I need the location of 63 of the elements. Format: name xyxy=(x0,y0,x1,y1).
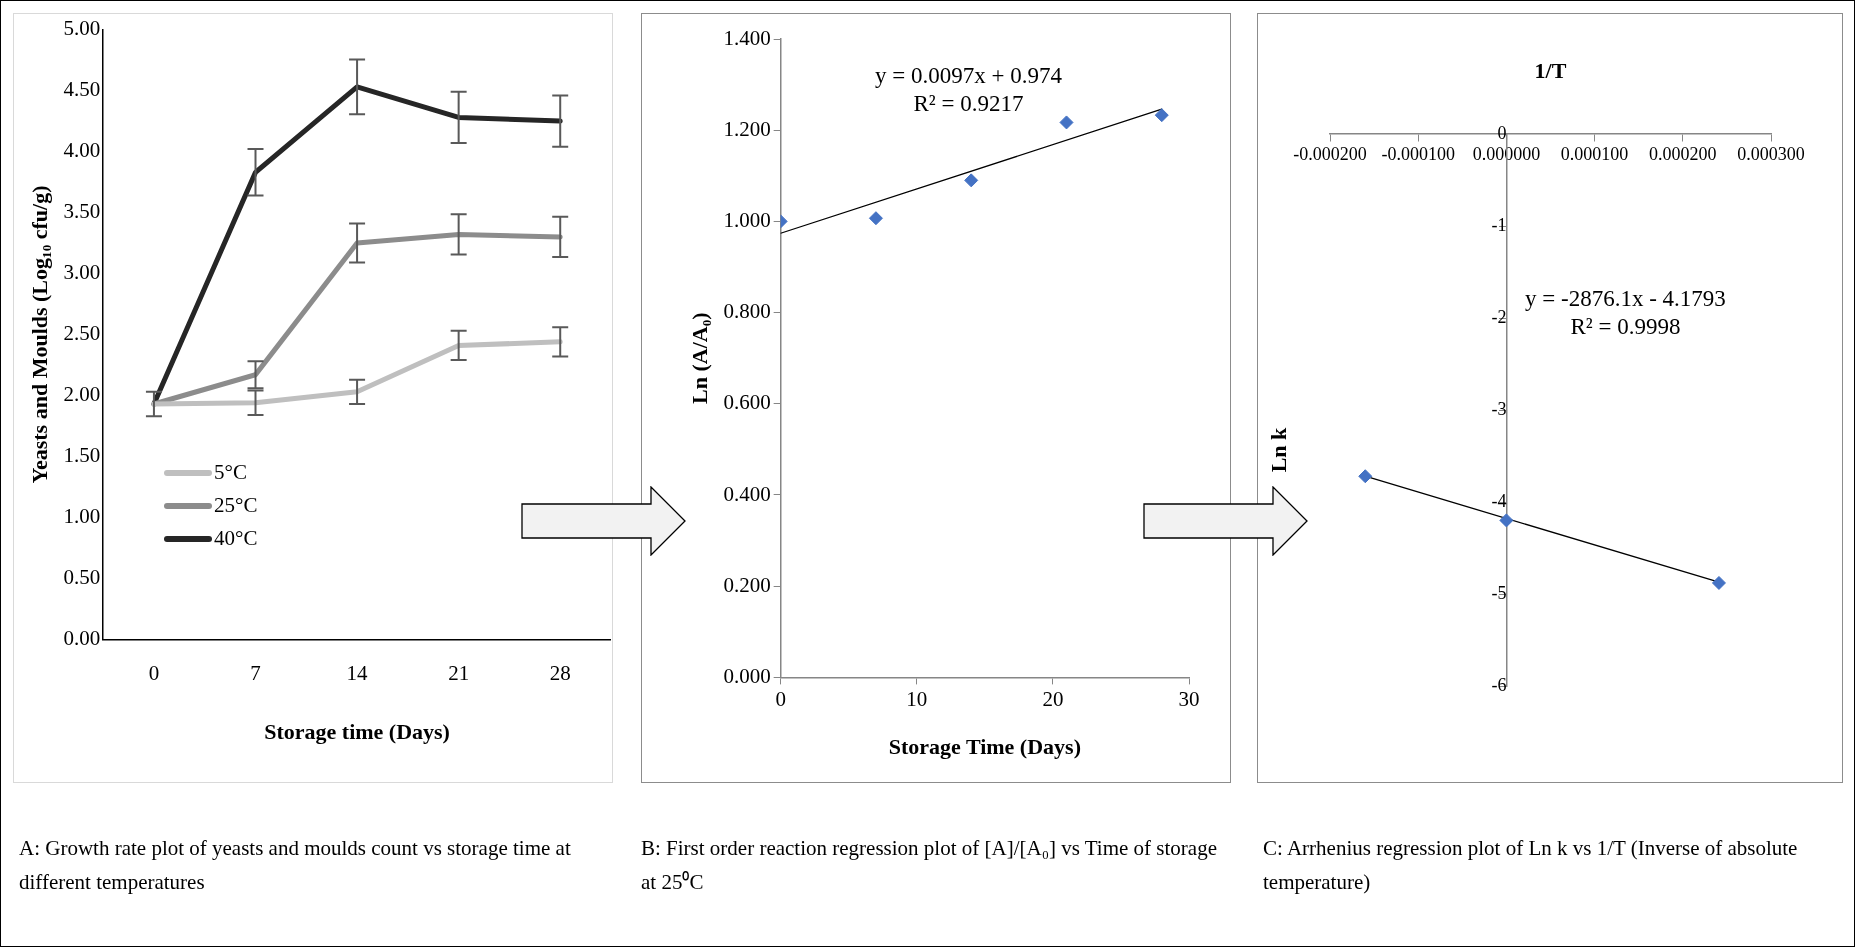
y-tick-label: 4.50 xyxy=(63,77,101,102)
y-tick-label: 1.200 xyxy=(723,116,771,141)
y-tick-label: -4 xyxy=(1491,490,1507,511)
y-tick-label: 1.00 xyxy=(63,503,101,528)
y-tick-label: 2.50 xyxy=(63,321,101,346)
point xyxy=(1711,575,1726,590)
y-axis-title: Ln k xyxy=(1265,426,1291,473)
point xyxy=(1154,108,1169,123)
point xyxy=(868,211,883,226)
y-tick-label: -5 xyxy=(1491,582,1507,603)
x-tick-label: 10 xyxy=(906,686,928,711)
text: B: First order reaction regression plot of [A]/[A₀] vs Time of storage at 25⁰C xyxy=(641,835,1218,896)
y-tick-label: -1 xyxy=(1491,214,1507,235)
y-tick-label: 0.000 xyxy=(723,663,771,688)
x-tick-label: 0.000000 xyxy=(1472,143,1541,164)
y-tick-label: 1.50 xyxy=(63,442,101,467)
y-axis-title: Yeasts and Moulds (Log₁₀ cfu/g) xyxy=(26,185,52,484)
x-axis-title: 1/T xyxy=(1534,57,1567,83)
point xyxy=(1059,115,1074,130)
y-tick-label: 0.00 xyxy=(63,625,101,650)
x-tick-label: 21 xyxy=(448,660,470,685)
legend-label: 5°C xyxy=(214,460,247,486)
point xyxy=(1358,469,1373,484)
y-tick-label: 0.400 xyxy=(723,481,771,506)
x-tick-label: 14 xyxy=(346,660,369,685)
annotation: y = -2876.1x - 4.1793 xyxy=(1525,285,1726,311)
y-tick-label: 0.600 xyxy=(723,390,771,415)
y-tick-label: 0.200 xyxy=(723,572,771,597)
y-tick-label: 3.00 xyxy=(63,260,101,285)
legend-label: 40°C xyxy=(214,526,258,552)
y-tick-label: -3 xyxy=(1491,398,1507,419)
annotation: R² = 0.9998 xyxy=(1570,313,1681,339)
x-tick-label: -0.000100 xyxy=(1381,143,1455,164)
x-tick-label: 20 xyxy=(1042,686,1064,711)
y-tick-label: 4.00 xyxy=(63,138,101,163)
x-tick-label: 0.000100 xyxy=(1560,143,1629,164)
y-tick-label: 3.50 xyxy=(63,199,101,224)
y-tick-label: 2.00 xyxy=(63,382,101,406)
text: A: Growth rate plot of yeasts and moulds count vs storage time at different temperatures xyxy=(19,835,572,896)
annotation: y = 0.0097x + 0.974 xyxy=(875,63,1063,89)
legend-label: 25°C xyxy=(214,493,258,519)
text: C: Arrhenius regression plot of Ln k vs 1/T (Inverse of absolute temperature) xyxy=(1263,835,1799,896)
x-tick-label: 0.000200 xyxy=(1649,143,1717,164)
x-tick-label: 0 xyxy=(148,660,160,685)
point xyxy=(964,173,979,188)
x-tick-label: 30 xyxy=(1178,686,1200,711)
y-tick-label: 1.000 xyxy=(723,207,771,232)
y-tick-label: -6 xyxy=(1491,674,1507,695)
y-tick-label: 0 xyxy=(1497,122,1507,143)
y-tick-label: 1.400 xyxy=(723,25,771,50)
y-tick-label: 0.50 xyxy=(63,564,101,589)
point xyxy=(1499,513,1514,528)
x-tick-label: 7 xyxy=(250,660,261,685)
x-tick-label: 28 xyxy=(549,660,571,685)
y-axis-title: Ln (A/A₀) xyxy=(686,312,712,404)
x-axis-title: Storage time (Days) xyxy=(264,719,450,745)
y-tick-label: 5.00 xyxy=(63,16,101,41)
y-tick-label: 0.800 xyxy=(723,299,771,324)
x-tick-label: -0.000200 xyxy=(1293,143,1367,164)
x-axis-title: Storage Time (Days) xyxy=(888,734,1081,760)
annotation: R² = 0.9217 xyxy=(913,91,1024,117)
y-tick-label: -2 xyxy=(1491,306,1507,327)
x-tick-label: 0.000300 xyxy=(1737,143,1805,164)
